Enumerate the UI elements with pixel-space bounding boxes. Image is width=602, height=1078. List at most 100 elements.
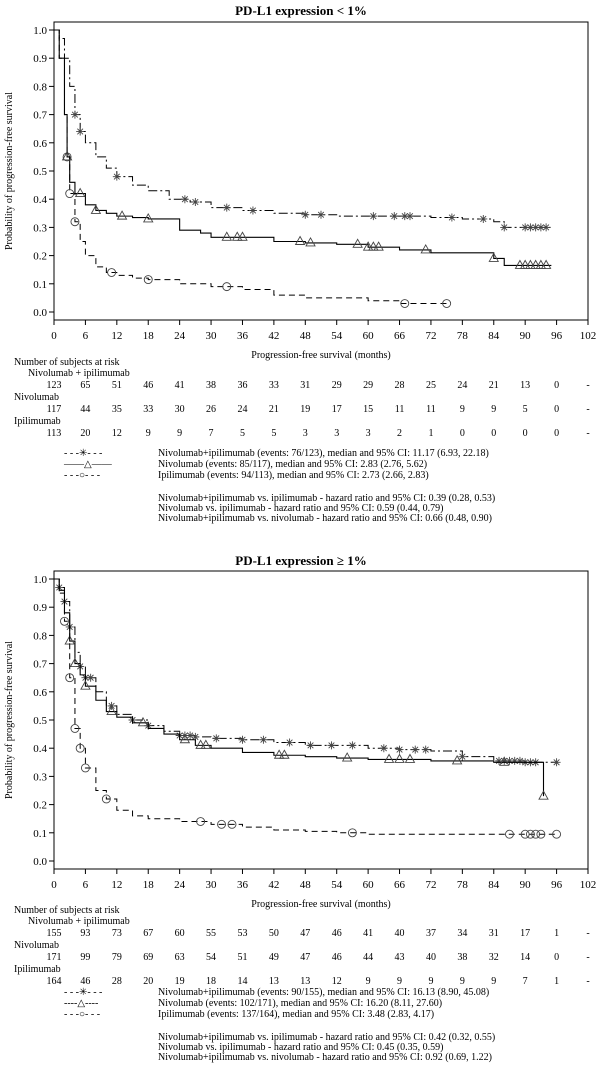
x-tick-label: 36 bbox=[237, 330, 249, 342]
hazard-ratio-line: Nivolumab vs. ipilimumab - hazard ratio … bbox=[158, 1042, 444, 1053]
censor-triangle bbox=[535, 259, 547, 269]
risk-cell: 1 bbox=[554, 928, 560, 939]
risk-cell: 24 bbox=[457, 380, 468, 391]
risk-cell: 47 bbox=[300, 952, 311, 963]
risk-group-name: Ipilimumab bbox=[14, 964, 61, 975]
risk-cell: 12 bbox=[331, 976, 342, 987]
risk-cell: 113 bbox=[46, 428, 62, 439]
risk-cell: 46 bbox=[143, 380, 154, 391]
y-tick-label: 1.0 bbox=[33, 25, 47, 37]
km-plot-2: 0 6 12 18 24 30 36 42 48 54 60 66 72 78 84 90 96 102 0.0 0.… bbox=[4, 570, 596, 910]
risk-cell: 2 bbox=[397, 428, 403, 439]
y-tick-label: 0.2 bbox=[33, 251, 47, 263]
legend-entry: Nivolumab (events: 102/171), median and … bbox=[158, 998, 443, 1009]
censor-circle bbox=[107, 268, 117, 277]
risk-cell: 5 bbox=[522, 404, 528, 415]
censor-star bbox=[500, 756, 509, 765]
risk-cell: 55 bbox=[206, 928, 217, 939]
x-tick-label: 96 bbox=[551, 330, 563, 342]
censor-triangle bbox=[420, 244, 431, 254]
censor-star bbox=[285, 738, 294, 747]
x-tick-label: 48 bbox=[300, 330, 312, 342]
risk-cell: 47 bbox=[300, 928, 311, 939]
x-axis-label: Progression-free survival (months) bbox=[251, 899, 390, 910]
censor-triangle bbox=[488, 252, 500, 262]
risk-cell: 13 bbox=[300, 976, 311, 987]
x-tick-label: 12 bbox=[111, 330, 122, 342]
censor-star bbox=[390, 212, 399, 221]
km-curve bbox=[54, 578, 557, 835]
risk-cell: 7 bbox=[522, 976, 528, 987]
censor-circle bbox=[536, 829, 546, 839]
hazard-ratio-line: Nivolumab+ipilimumab vs. ipilimumab - ha… bbox=[158, 493, 496, 504]
censor-star bbox=[112, 172, 121, 181]
censor-star bbox=[191, 732, 200, 741]
risk-cell: 0 bbox=[554, 428, 560, 439]
risk-cell: 12 bbox=[111, 428, 122, 439]
y-tick-label: 0.5 bbox=[33, 715, 47, 727]
risk-cell: 3 bbox=[365, 428, 371, 439]
censor-star bbox=[70, 110, 79, 119]
risk-cell: 0 bbox=[554, 404, 560, 415]
censor-star bbox=[306, 741, 315, 750]
chart-panel-2: PD-L1 expression ≥ 1% 0 6 12 18 24 30 36 42 48 54… bbox=[0, 545, 602, 1078]
x-tick-label: 72 bbox=[425, 879, 436, 891]
x-tick-label: 60 bbox=[363, 879, 375, 891]
censor-triangle bbox=[279, 749, 290, 759]
risk-cell: 19 bbox=[300, 404, 311, 415]
km-curve bbox=[54, 578, 557, 763]
censor-triangle bbox=[519, 259, 531, 269]
risk-group-name: Nivolumab + ipilimumab bbox=[28, 368, 130, 379]
censor-star bbox=[458, 752, 467, 761]
censor-circle bbox=[347, 828, 357, 838]
x-tick-label: 54 bbox=[331, 330, 343, 342]
censor-star bbox=[531, 223, 540, 232]
risk-cell: 17 bbox=[331, 404, 342, 415]
risk-row: 171 99 79 69 63 54 51 49 47 46 44 43 40 38 32 14 0 - bbox=[10, 952, 600, 964]
risk-cell: 51 bbox=[111, 380, 122, 391]
risk-cell: 46 bbox=[331, 952, 342, 963]
risk-cell: 21 bbox=[488, 380, 499, 391]
censor-triangle bbox=[69, 657, 81, 668]
risk-cell: 0 bbox=[459, 428, 465, 439]
x-axis-label: Progression-free survival (months) bbox=[251, 350, 390, 361]
censor-triangle bbox=[80, 680, 91, 690]
legend-symbol: - - -✳- - - bbox=[64, 448, 103, 459]
risk-cell: 11 bbox=[394, 404, 405, 415]
censor-circle bbox=[227, 819, 237, 829]
x-tick-label: 18 bbox=[143, 330, 155, 342]
risk-cell: 15 bbox=[363, 404, 374, 415]
risk-cell: - bbox=[586, 976, 590, 987]
censor-circle bbox=[101, 794, 111, 804]
censor-star bbox=[510, 756, 519, 765]
risk-cell: 18 bbox=[206, 976, 217, 987]
legend-symbol: - - -○- - - bbox=[64, 470, 101, 481]
risk-cell: 65 bbox=[80, 380, 91, 391]
risk-cell: 9 bbox=[177, 428, 183, 439]
risk-table-header: Number of subjects at risk bbox=[14, 357, 120, 368]
risk-table-header: Number of subjects at risk bbox=[14, 905, 120, 916]
risk-cell: 33 bbox=[268, 380, 279, 391]
legend-entry: Ipilimumab (events: 94/113), median and … bbox=[158, 470, 429, 481]
censor-star bbox=[400, 212, 409, 221]
legend-symbol: - - -✳- - - bbox=[64, 987, 103, 998]
risk-cell: 37 bbox=[425, 928, 436, 939]
censor-star bbox=[222, 203, 231, 212]
risk-cell: 34 bbox=[457, 928, 468, 939]
censor-star bbox=[379, 744, 388, 753]
hazard-ratio-line: Nivolumab+ipilimumab vs. nivolumab - haz… bbox=[158, 513, 492, 524]
x-tick-label: 102 bbox=[580, 330, 597, 342]
censor-star bbox=[248, 206, 257, 215]
x-tick-label: 78 bbox=[457, 330, 469, 342]
risk-cell: 13 bbox=[520, 380, 531, 391]
y-tick-label: 0.1 bbox=[33, 279, 47, 291]
x-tick-label: 84 bbox=[488, 879, 500, 891]
censor-star bbox=[191, 198, 200, 207]
censor-star bbox=[526, 223, 535, 232]
risk-cell: 51 bbox=[237, 952, 248, 963]
censor-triangle bbox=[498, 756, 510, 766]
risk-cell: 31 bbox=[488, 928, 499, 939]
censor-circle bbox=[60, 616, 69, 626]
risk-cell: 63 bbox=[174, 952, 185, 963]
risk-cell: 32 bbox=[488, 952, 499, 963]
